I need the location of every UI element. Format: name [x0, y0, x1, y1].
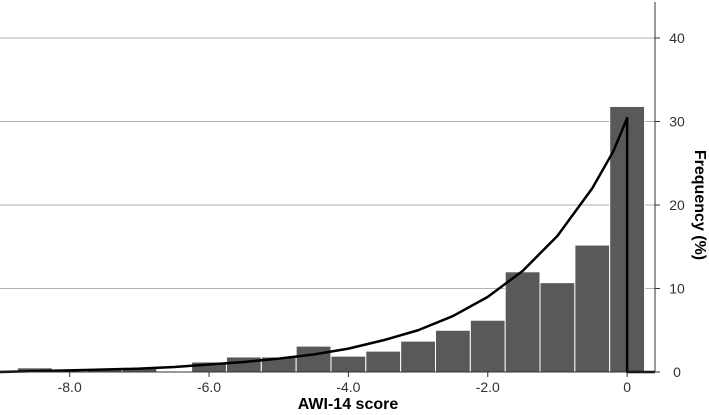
- axes: [0, 2, 656, 373]
- bar-6: [295, 345, 332, 373]
- x-tick-label: -4.0: [336, 379, 360, 395]
- x-tick-label: -2.0: [476, 379, 500, 395]
- y-tick-label: 10: [669, 281, 685, 297]
- gridlines: [0, 37, 655, 289]
- bars: [16, 105, 646, 373]
- fitted-curve-layer: [0, 116, 655, 374]
- y-tick-label: 40: [669, 30, 685, 46]
- bar-11: [469, 319, 506, 373]
- y-tick-label: 30: [669, 114, 685, 130]
- y-axis-title: Frequency (%): [691, 150, 708, 260]
- bar-10: [435, 329, 471, 373]
- bar-14: [574, 244, 611, 373]
- bar-13: [539, 282, 576, 373]
- bar-9: [400, 340, 437, 373]
- x-tick-label: -8.0: [58, 379, 82, 395]
- bar-7: [330, 355, 367, 373]
- x-tick-label: -6.0: [197, 379, 221, 395]
- y-tick-label: 0: [673, 364, 681, 380]
- y-axis-ticks: 0 10 20 30 40: [655, 30, 685, 380]
- x-axis-title: AWI-14 score: [298, 396, 399, 413]
- bar-8: [365, 350, 402, 373]
- y-tick-label: 20: [669, 197, 685, 213]
- x-tick-label: 0: [623, 379, 631, 395]
- bar-4: [225, 356, 262, 373]
- bar-12: [504, 271, 541, 373]
- x-axis-ticks: -8.0 -6.0 -4.0 -2.0 0: [58, 372, 631, 395]
- fitted-curve: [0, 116, 655, 374]
